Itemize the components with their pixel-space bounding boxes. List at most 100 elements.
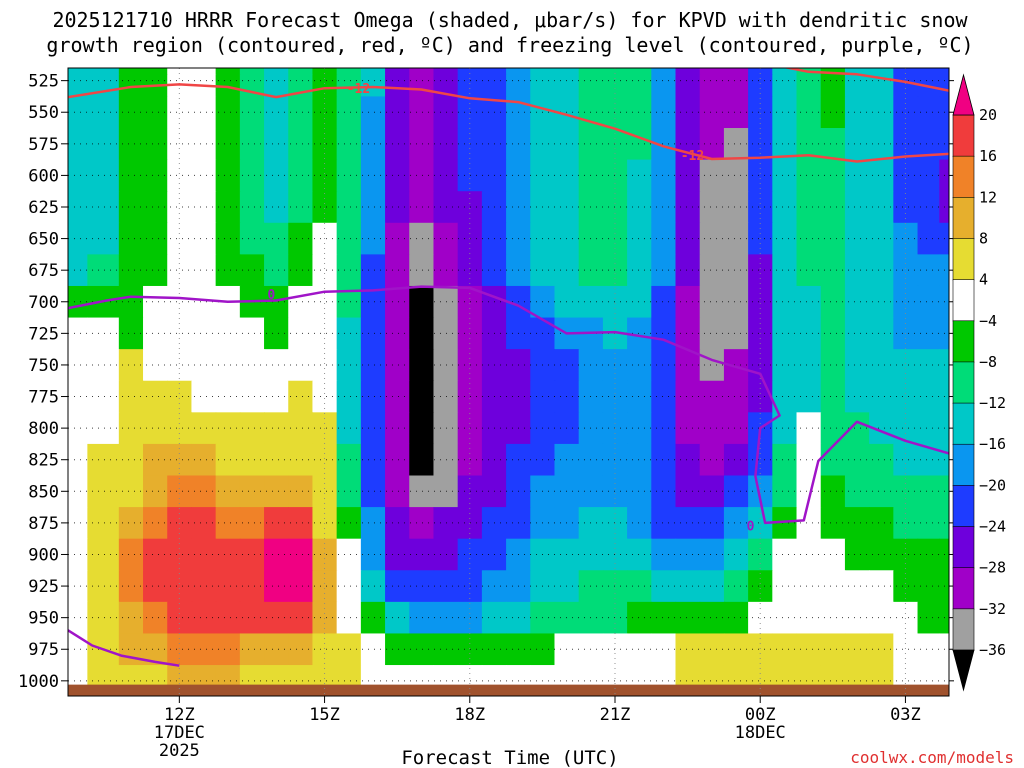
omega-cell (336, 68, 362, 75)
omega-cell (578, 159, 604, 192)
omega-cell (288, 159, 314, 192)
omega-cell (68, 665, 88, 690)
omega-cell (578, 538, 604, 571)
omega-cell (627, 601, 652, 635)
omega-cell (360, 443, 386, 477)
omega-cell (651, 191, 677, 224)
omega-cell (651, 317, 677, 350)
omega-cell (844, 128, 870, 161)
omega-cell (385, 222, 410, 255)
colorbar-swatch (952, 114, 975, 157)
omega-cell (409, 633, 435, 666)
y-tick-label: 750 (28, 356, 59, 376)
omega-cell (675, 665, 701, 690)
omega-cell (167, 665, 193, 690)
omega-cell (409, 317, 435, 350)
omega-cell (651, 570, 677, 603)
omega-cell (288, 317, 314, 350)
omega-cell (869, 665, 894, 690)
colorbar-label: −28 (979, 559, 1006, 577)
omega-cell (723, 633, 749, 666)
omega-cell (433, 349, 459, 382)
omega-cell (312, 665, 338, 690)
omega-cell (264, 222, 289, 255)
omega-cell (167, 74, 193, 98)
omega-cell (239, 665, 265, 690)
omega-cell (87, 665, 120, 690)
y-tick-label: 550 (28, 103, 59, 123)
omega-cell (772, 68, 798, 75)
omega-cell (336, 128, 362, 161)
omega-cell (939, 68, 949, 75)
omega-cell (675, 96, 701, 129)
omega-cell (699, 380, 725, 413)
omega-cell (457, 68, 483, 75)
omega-cell (409, 665, 435, 690)
colorbar-label: −24 (979, 518, 1006, 536)
omega-cell (312, 538, 338, 571)
omega-cell (578, 443, 604, 477)
omega-cell (699, 601, 725, 635)
omega-cell (288, 191, 314, 224)
omega-cell (844, 665, 870, 690)
omega-cell (748, 254, 773, 287)
omega-cell (385, 68, 410, 75)
omega-cell (312, 570, 338, 603)
omega-cell (143, 601, 168, 635)
omega-cell (288, 96, 314, 129)
omega-cell (143, 191, 168, 224)
omega-cell (602, 665, 628, 690)
omega-cell (360, 159, 386, 192)
omega-cell (917, 570, 940, 603)
omega-cell (844, 443, 870, 477)
omega-cell (264, 570, 289, 603)
omega-cell (530, 74, 556, 98)
omega-cell (917, 443, 940, 477)
omega-cell (869, 96, 894, 129)
omega-cell (627, 665, 652, 690)
omega-cell (869, 285, 894, 319)
contour-dendritic-12c-upper (782, 68, 949, 92)
omega-cell (336, 254, 362, 287)
omega-cell (651, 412, 677, 445)
omega-cell (385, 159, 410, 192)
omega-cell (675, 633, 701, 666)
omega-cell (288, 285, 314, 319)
omega-cell (627, 128, 652, 161)
omega-cell (651, 349, 677, 382)
omega-cell (699, 74, 725, 98)
omega-cell (409, 443, 435, 477)
omega-cell (68, 74, 88, 98)
y-tick-label: 950 (28, 609, 59, 629)
y-tick-label: 875 (28, 514, 59, 534)
omega-cell (143, 570, 168, 603)
omega-cell (917, 601, 940, 635)
omega-cell (844, 317, 870, 350)
contour-freezing-level-surface (68, 629, 180, 667)
omega-cell (409, 507, 435, 540)
omega-cell (723, 68, 749, 75)
omega-cell (360, 665, 386, 690)
omega-cell (723, 317, 749, 350)
omega-cell (288, 665, 314, 690)
omega-cell (869, 68, 894, 75)
omega-cell (264, 159, 289, 192)
omega-cell (385, 443, 410, 477)
omega-cell (264, 412, 289, 445)
y-tick-label: 825 (28, 451, 59, 471)
y-tick-label: 1000 (18, 672, 59, 692)
omega-cell (869, 222, 894, 255)
omega-cell (360, 349, 386, 382)
plot-area: -12 -12 0 0 (68, 68, 949, 696)
omega-cells (68, 68, 949, 696)
omega-cell (312, 74, 338, 98)
omega-cell (530, 68, 556, 75)
omega-cell (360, 507, 386, 540)
omega-cell (409, 475, 435, 508)
omega-cell (385, 74, 410, 98)
omega-cell (893, 68, 919, 75)
omega-cell (143, 538, 168, 571)
omega-cell (699, 349, 725, 382)
omega-cell (844, 74, 870, 98)
